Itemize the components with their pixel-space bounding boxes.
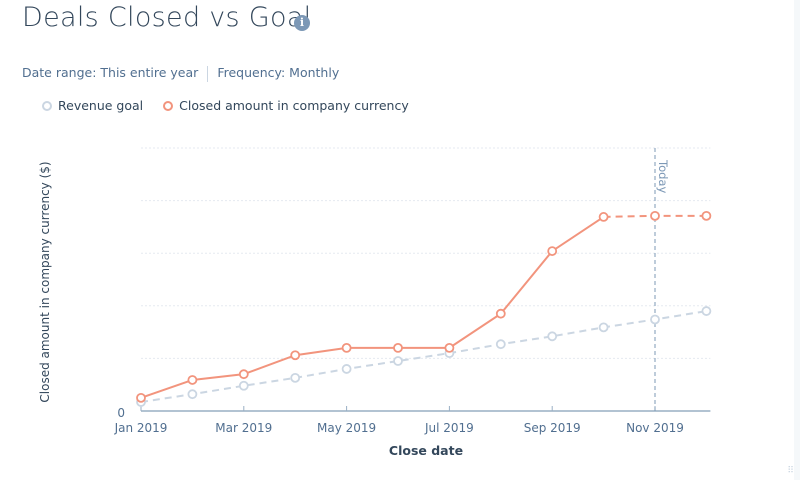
legend: Revenue goal Closed amount in company cu… [42,98,409,113]
closed-point[interactable] [650,210,660,221]
goal-point[interactable] [598,322,609,333]
goal-point[interactable] [650,314,660,325]
date-range-label[interactable]: Date range: This entire year [22,65,199,80]
frequency-label[interactable]: Frequency: Monthly [217,65,340,80]
x-tick-label: Mar 2019 [215,421,272,435]
closed-point[interactable] [136,392,146,403]
closed-point[interactable] [238,369,249,380]
legend-item-closed[interactable]: Closed amount in company currency [163,98,409,113]
closed-point[interactable] [341,342,352,353]
scrollbar[interactable] [794,0,800,480]
goal-point[interactable] [238,380,249,391]
x-axis-title: Close date [389,443,463,458]
y-axis-title: Closed amount in company currency ($) [38,161,52,402]
closed-point[interactable] [393,342,403,353]
goal-line [140,310,707,404]
legend-label-closed: Closed amount in company currency [179,98,409,113]
x-tick-label: Jul 2019 [424,421,474,435]
closed-point[interactable] [701,210,712,221]
x-tick-label: Jan 2019 [114,421,168,435]
meta-divider [207,65,209,82]
goal-point[interactable] [393,356,403,366]
goal-point[interactable] [495,339,506,350]
legend-label-goal: Revenue goal [58,98,144,113]
today-label: Today [656,159,670,193]
goal-point[interactable] [187,389,198,400]
report-meta: Date range: This entire year Frequency: M… [22,65,339,82]
goal-point[interactable] [547,331,558,342]
closed-point[interactable] [495,308,506,319]
x-tick-label: Sep 2019 [524,421,581,435]
info-icon[interactable]: i [294,15,310,31]
closed-point[interactable] [598,212,609,222]
closed-point[interactable] [547,246,558,256]
chart-title: Deals Closed vs Goal [22,2,312,33]
x-tick-label: May 2019 [317,421,376,435]
closed-point[interactable] [187,375,198,385]
legend-item-goal[interactable]: Revenue goal [42,98,143,113]
goal-point[interactable] [341,364,352,374]
closed-point[interactable] [444,342,455,353]
closed-line [140,216,605,399]
legend-marker-closed-icon [163,100,174,111]
legend-marker-goal-icon [42,100,52,111]
goal-point[interactable] [290,372,301,383]
resize-handle-icon[interactable]: ⠿ [787,466,794,476]
closed-point[interactable] [290,350,301,361]
goal-point[interactable] [701,306,712,316]
x-tick-label: Nov 2019 [626,421,684,435]
y-tick-label: 0 [117,406,125,420]
